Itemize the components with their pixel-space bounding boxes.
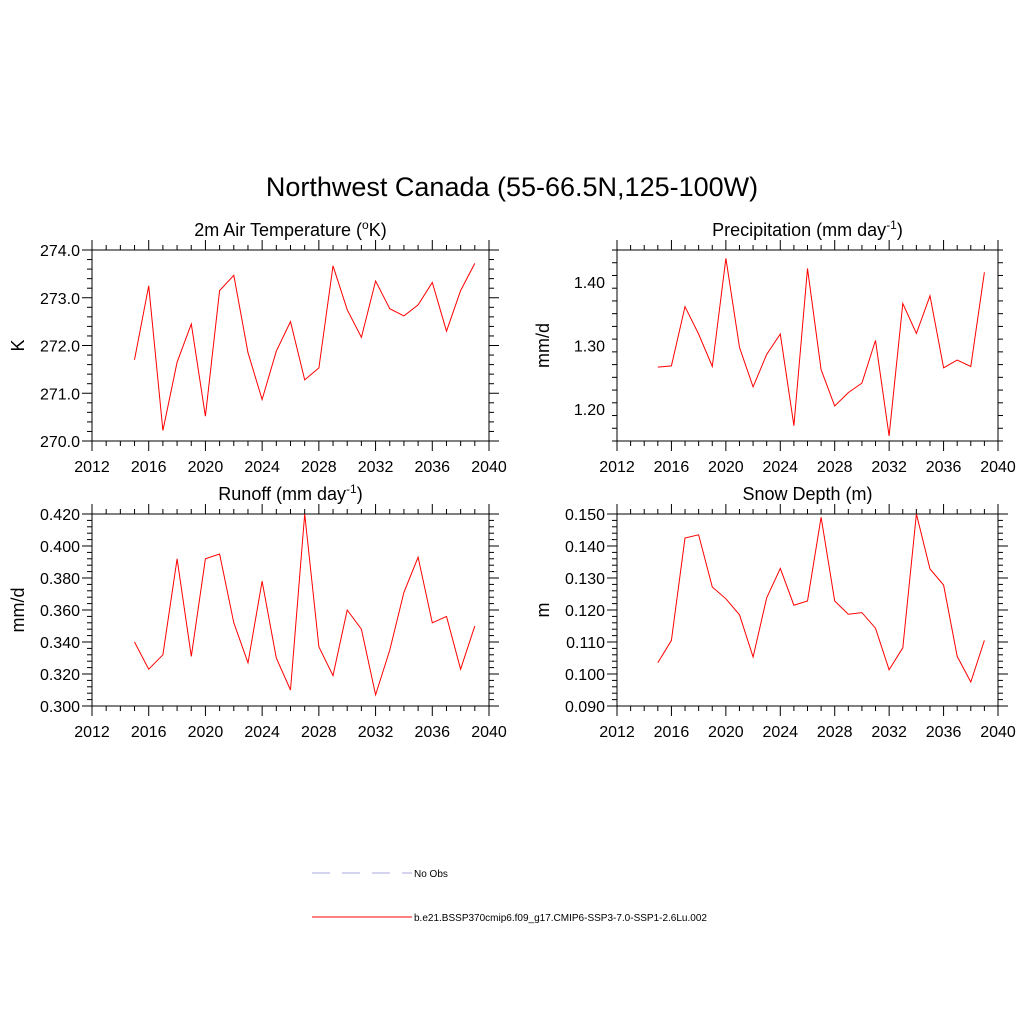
panel-precipitation-ytick-label: 1.20	[574, 402, 605, 419]
panel-precipitation-series-line	[657, 258, 985, 436]
panel-precipitation-xtick-label: 2012	[599, 459, 635, 476]
legend-label-obs: No Obs	[414, 869, 448, 880]
panel-air-temperature-series-line	[134, 263, 476, 431]
panel-snow-depth: Snow Depth (m) 2012 2016 2020 2024 2028 2032 20…	[533, 484, 1016, 741]
panel-snow-depth-xtick-label: 2028	[817, 724, 853, 741]
panel-snow-depth-ytick-label: 0.130	[565, 571, 605, 588]
panel-runoff-xtick-label: 2032	[358, 724, 394, 741]
panel-air-temperature-xtick-label: 2032	[358, 459, 394, 476]
panel-runoff-ytick-label: 0.300	[40, 699, 80, 716]
panel-snow-depth-ytick-label: 0.140	[565, 539, 605, 556]
panel-runoff-ytick-label: 0.340	[40, 635, 80, 652]
panel-snow-depth-ytick-label: 0.100	[565, 667, 605, 684]
panel-air-temperature-ytick-label: 274.0	[40, 243, 80, 260]
panel-snow-depth-series-line	[657, 513, 985, 684]
panel-snow-depth-ytick-label: 0.120	[565, 603, 605, 620]
panel-runoff-xtick-label: 2012	[74, 724, 110, 741]
panel-precipitation: Precipitation (mm day-1) 2012 2016 2020 2024…	[533, 218, 1016, 476]
panel-precipitation-title: Precipitation (mm day-1)	[712, 218, 903, 240]
panel-snow-depth-xtick-label: 2012	[599, 724, 635, 741]
panel-runoff-series-line	[134, 513, 476, 697]
panel-precipitation-xtick-label: 2024	[762, 459, 798, 476]
panel-precipitation-ylabel: mm/d	[533, 323, 553, 368]
panel-snow-depth-xtick-label: 2036	[926, 724, 962, 741]
panel-precipitation-xtick-label: 2020	[708, 459, 744, 476]
panel-air-temperature-ytick-label: 272.0	[40, 339, 80, 356]
panel-runoff: Runoff (mm day-1) 2012 2016 2020 2024 2028 203…	[8, 482, 507, 741]
panel-runoff-ylabel: mm/d	[8, 588, 28, 633]
panel-runoff-ytick-label: 0.380	[40, 571, 80, 588]
panel-runoff-ytick-label: 0.420	[40, 507, 80, 524]
panel-runoff-ytick-label: 0.360	[40, 603, 80, 620]
figure-title: Northwest Canada (55-66.5N,125-100W)	[266, 172, 758, 202]
panel-runoff-xtick-label: 2020	[188, 724, 224, 741]
panel-snow-depth-ytick-label: 0.150	[565, 507, 605, 524]
legend: No Obs b.e21.BSSP370cmip6.f09_g17.CMIP6-…	[312, 869, 707, 924]
panel-snow-depth-xtick-label: 2020	[708, 724, 744, 741]
panel-air-temperature-xtick-label: 2024	[244, 459, 280, 476]
panel-runoff-title: Runoff (mm day-1)	[218, 482, 362, 504]
panel-precipitation-xtick-label: 2028	[817, 459, 853, 476]
panel-snow-depth-xtick-label: 2024	[762, 724, 798, 741]
panel-air-temperature-ytick-label: 273.0	[40, 291, 80, 308]
legend-label-model: b.e21.BSSP370cmip6.f09_g17.CMIP6-SSP3-7.…	[414, 913, 707, 924]
panel-air-temperature: 2m Air Temperature (oK) 2012 2016 2020 2024 2…	[8, 218, 507, 476]
panel-snow-depth-ytick-label: 0.090	[565, 699, 605, 716]
panel-snow-depth-frame	[616, 513, 999, 707]
panel-runoff-xtick-label: 2028	[301, 724, 337, 741]
panel-air-temperature-frame	[91, 249, 490, 442]
panel-snow-depth-xtick-label: 2016	[654, 724, 690, 741]
panel-air-temperature-ytick-label: 271.0	[40, 386, 80, 403]
panel-precipitation-ytick-label: 1.40	[574, 275, 605, 292]
panel-precipitation-xtick-label: 2036	[926, 459, 962, 476]
panel-runoff-xtick-label: 2024	[244, 724, 280, 741]
panel-air-temperature-xtick-label: 2012	[74, 459, 110, 476]
panel-air-temperature-ylabel: K	[8, 339, 28, 351]
panel-air-temperature-title: 2m Air Temperature (oK)	[194, 218, 386, 240]
panel-air-temperature-xtick-label: 2016	[131, 459, 167, 476]
panel-runoff-xtick-label: 2016	[131, 724, 167, 741]
panel-air-temperature-xtick-label: 2036	[414, 459, 450, 476]
panel-runoff-xtick-label: 2040	[471, 724, 507, 741]
panel-air-temperature-xtick-label: 2020	[188, 459, 224, 476]
panel-precipitation-ytick-label: 1.30	[574, 339, 605, 356]
panel-air-temperature-xtick-label: 2040	[471, 459, 507, 476]
panel-precipitation-xtick-label: 2016	[654, 459, 690, 476]
panel-snow-depth-xtick-label: 2040	[980, 724, 1016, 741]
panel-precipitation-xtick-label: 2032	[871, 459, 907, 476]
panel-precipitation-xtick-label: 2040	[980, 459, 1016, 476]
panel-air-temperature-ytick-label: 270.0	[40, 434, 80, 451]
panel-snow-depth-xtick-label: 2032	[871, 724, 907, 741]
panel-snow-depth-title: Snow Depth (m)	[742, 484, 872, 504]
panel-runoff-ytick-label: 0.320	[40, 667, 80, 684]
panel-runoff-ytick-label: 0.400	[40, 539, 80, 556]
panel-precipitation-frame	[616, 249, 999, 442]
panel-snow-depth-ylabel: m	[533, 603, 553, 618]
panel-runoff-xtick-label: 2036	[414, 724, 450, 741]
panel-snow-depth-ytick-label: 0.110	[566, 635, 605, 652]
panel-air-temperature-xtick-label: 2028	[301, 459, 337, 476]
